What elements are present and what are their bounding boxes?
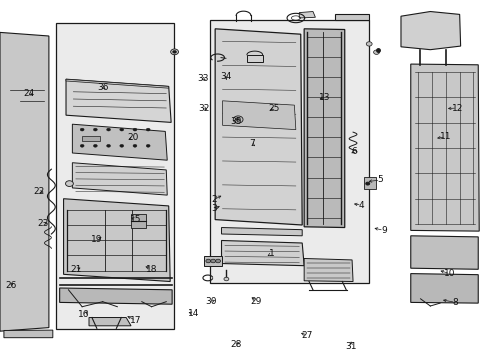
Text: 34: 34 [220, 72, 231, 81]
Circle shape [93, 144, 97, 147]
Circle shape [373, 50, 379, 54]
Polygon shape [364, 177, 375, 189]
Circle shape [215, 259, 220, 263]
Circle shape [93, 128, 97, 131]
Circle shape [210, 259, 215, 263]
Text: 7: 7 [248, 139, 254, 148]
Circle shape [133, 144, 137, 147]
Text: 33: 33 [197, 74, 208, 83]
Circle shape [146, 128, 150, 131]
Polygon shape [4, 330, 53, 338]
Text: 19: 19 [91, 235, 102, 244]
Circle shape [205, 259, 210, 263]
Bar [210, 20, 368, 283]
Polygon shape [60, 288, 172, 304]
Text: 14: 14 [187, 309, 199, 318]
Text: 2: 2 [210, 195, 216, 204]
Circle shape [80, 144, 84, 147]
Polygon shape [0, 32, 49, 331]
Polygon shape [221, 228, 302, 236]
Circle shape [146, 144, 150, 147]
Text: 16: 16 [78, 310, 90, 319]
Text: 4: 4 [358, 201, 364, 210]
Text: 36: 36 [97, 83, 108, 91]
Circle shape [366, 42, 371, 46]
Text: 24: 24 [23, 89, 35, 98]
Polygon shape [203, 256, 222, 266]
Text: 20: 20 [127, 133, 139, 142]
Circle shape [106, 128, 110, 131]
Polygon shape [410, 274, 477, 303]
Text: 9: 9 [380, 226, 386, 235]
Text: 12: 12 [450, 104, 462, 112]
Text: 3: 3 [210, 204, 216, 213]
Circle shape [365, 182, 369, 185]
Text: 17: 17 [130, 316, 142, 325]
Polygon shape [66, 79, 168, 88]
Text: 8: 8 [452, 298, 458, 307]
Text: 32: 32 [198, 104, 210, 112]
Circle shape [224, 277, 228, 281]
Bar [56, 23, 173, 329]
Polygon shape [400, 12, 460, 50]
Polygon shape [304, 258, 352, 282]
Text: 21: 21 [70, 266, 81, 274]
Text: 5: 5 [377, 175, 383, 184]
Text: 26: 26 [5, 281, 17, 289]
Polygon shape [222, 101, 295, 130]
Text: 10: 10 [443, 269, 455, 278]
Circle shape [172, 50, 176, 53]
Text: 1: 1 [268, 249, 274, 258]
Text: 25: 25 [267, 104, 279, 112]
Text: 23: 23 [37, 219, 49, 228]
Circle shape [80, 128, 84, 131]
Text: 22: 22 [33, 187, 45, 196]
Circle shape [120, 128, 123, 131]
Polygon shape [304, 29, 344, 228]
Text: 28: 28 [230, 341, 242, 349]
Polygon shape [82, 136, 100, 141]
Polygon shape [66, 79, 171, 122]
Polygon shape [89, 318, 131, 326]
Text: 27: 27 [301, 331, 312, 340]
Circle shape [65, 181, 73, 186]
Circle shape [120, 144, 123, 147]
Text: 15: 15 [130, 215, 142, 224]
Polygon shape [410, 64, 478, 231]
Polygon shape [131, 214, 145, 228]
Polygon shape [72, 163, 167, 195]
Circle shape [235, 118, 240, 121]
Polygon shape [63, 199, 170, 282]
Text: 31: 31 [345, 342, 356, 351]
Polygon shape [334, 14, 368, 20]
Circle shape [133, 128, 137, 131]
Polygon shape [221, 240, 304, 266]
Circle shape [233, 116, 243, 123]
Text: 35: 35 [229, 117, 241, 126]
Polygon shape [215, 29, 302, 225]
Text: 6: 6 [351, 147, 357, 156]
Circle shape [106, 144, 110, 147]
Polygon shape [299, 12, 315, 18]
Text: 18: 18 [145, 265, 157, 274]
Text: 30: 30 [205, 297, 217, 306]
Text: 13: 13 [319, 93, 330, 102]
Text: 29: 29 [249, 297, 261, 306]
Text: 11: 11 [439, 132, 451, 141]
Polygon shape [72, 124, 167, 160]
Circle shape [170, 49, 178, 55]
Polygon shape [410, 236, 477, 269]
